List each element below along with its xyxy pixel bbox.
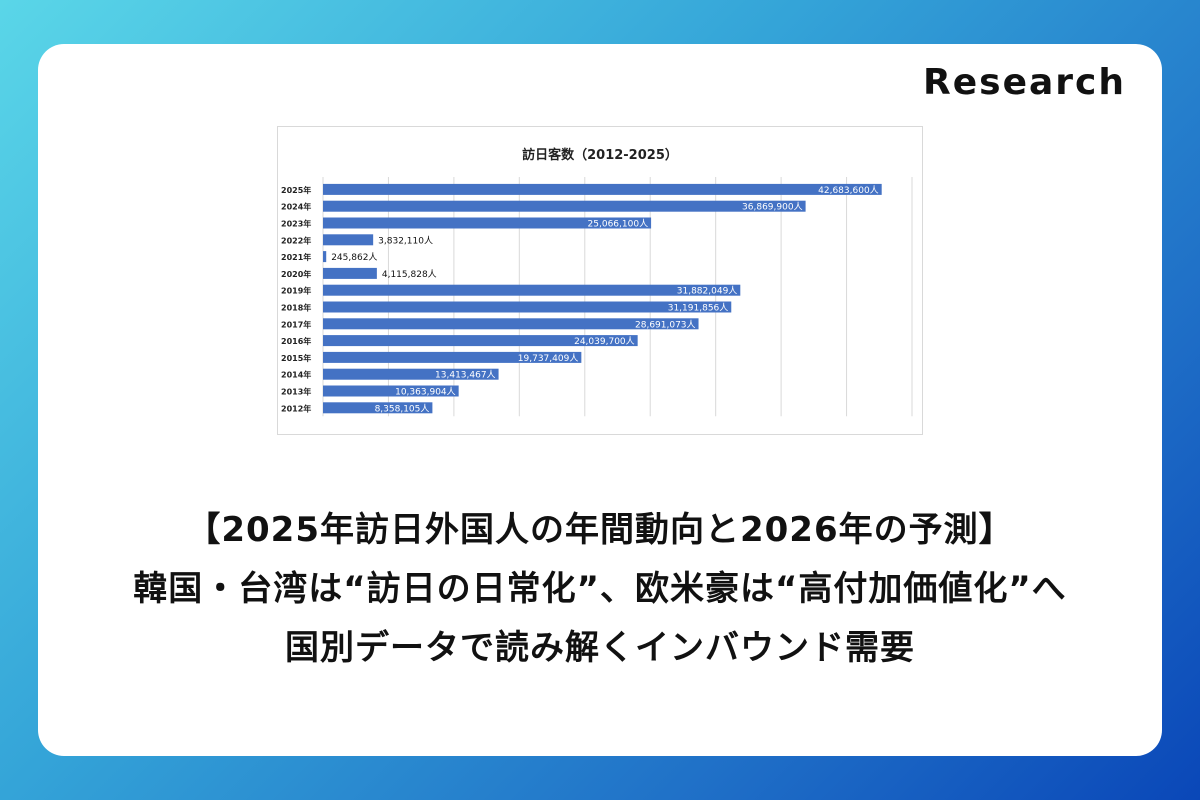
category-label: 2021年 bbox=[281, 252, 311, 262]
bars bbox=[323, 183, 882, 414]
data-label: 36,869,900人 bbox=[742, 202, 803, 213]
card: Research 訪日客数（2012-2025） 42,683,600人 36,8… bbox=[38, 44, 1162, 756]
bar bbox=[323, 217, 652, 229]
bar bbox=[323, 318, 699, 330]
chart-container: 訪日客数（2012-2025） 42,683,600人 36,869,900人 25… bbox=[277, 126, 923, 435]
bar bbox=[323, 234, 374, 246]
category-label: 2013年 bbox=[281, 387, 311, 397]
category-label: 2016年 bbox=[281, 336, 311, 346]
bar bbox=[323, 284, 741, 296]
bar bbox=[323, 183, 882, 195]
data-label: 31,882,049人 bbox=[677, 286, 738, 297]
bar bbox=[323, 335, 638, 347]
category-label: 2020年 bbox=[281, 269, 311, 279]
data-label: 3,832,110人 bbox=[378, 235, 433, 246]
category-label: 2022年 bbox=[281, 235, 311, 245]
category-label: 2015年 bbox=[281, 353, 311, 363]
research-badge: Research bbox=[923, 62, 1126, 103]
category-label: 2023年 bbox=[281, 219, 311, 229]
category-label: 2014年 bbox=[281, 370, 311, 380]
category-label: 2012年 bbox=[281, 403, 311, 413]
data-label: 31,191,856人 bbox=[668, 303, 729, 314]
bar bbox=[323, 251, 327, 263]
bar bbox=[323, 402, 433, 414]
category-label: 2025年 bbox=[281, 185, 311, 195]
bar bbox=[323, 385, 459, 397]
bar bbox=[323, 301, 732, 313]
bar bbox=[323, 368, 499, 380]
category-label: 2019年 bbox=[281, 286, 311, 296]
category-label: 2024年 bbox=[281, 202, 311, 212]
headline-line-2: 韓国・台湾は“訪日の日常化”、欧米豪は“高付加価値化”へ bbox=[133, 569, 1067, 609]
data-label: 25,066,100人 bbox=[588, 219, 649, 230]
headline-line-3: 国別データで読み解くインバウンド需要 bbox=[285, 628, 915, 668]
category-label: 2018年 bbox=[281, 303, 311, 313]
data-label: 13,413,467人 bbox=[435, 370, 496, 381]
data-label: 4,115,828人 bbox=[382, 269, 437, 280]
data-label: 19,737,409人 bbox=[518, 353, 579, 364]
category-label: 2017年 bbox=[281, 319, 311, 329]
data-label: 245,862人 bbox=[331, 252, 377, 263]
data-label: 42,683,600人 bbox=[818, 185, 879, 196]
data-labels: 42,683,600人 36,869,900人 25,066,100人 3,832,1… bbox=[331, 185, 878, 414]
chart-title: 訪日客数（2012-2025） bbox=[522, 147, 678, 163]
bar bbox=[323, 200, 806, 212]
data-label: 8,358,105人 bbox=[375, 403, 430, 414]
data-label: 28,691,073人 bbox=[635, 319, 696, 330]
category-labels: 2025年 2024年 2023年 2022年 2021年 2020年 2019年 2018年… bbox=[281, 185, 311, 413]
headline-line-1: 【2025年訪日外国人の年間動向と2026年の予測】 bbox=[186, 510, 1014, 550]
data-label: 24,039,700人 bbox=[574, 336, 635, 347]
bar-chart: 訪日客数（2012-2025） 42,683,600人 36,869,900人 25… bbox=[281, 147, 913, 417]
gridlines bbox=[322, 177, 913, 417]
data-label: 10,363,904人 bbox=[395, 387, 456, 398]
bar bbox=[323, 351, 582, 363]
bar bbox=[323, 267, 377, 279]
